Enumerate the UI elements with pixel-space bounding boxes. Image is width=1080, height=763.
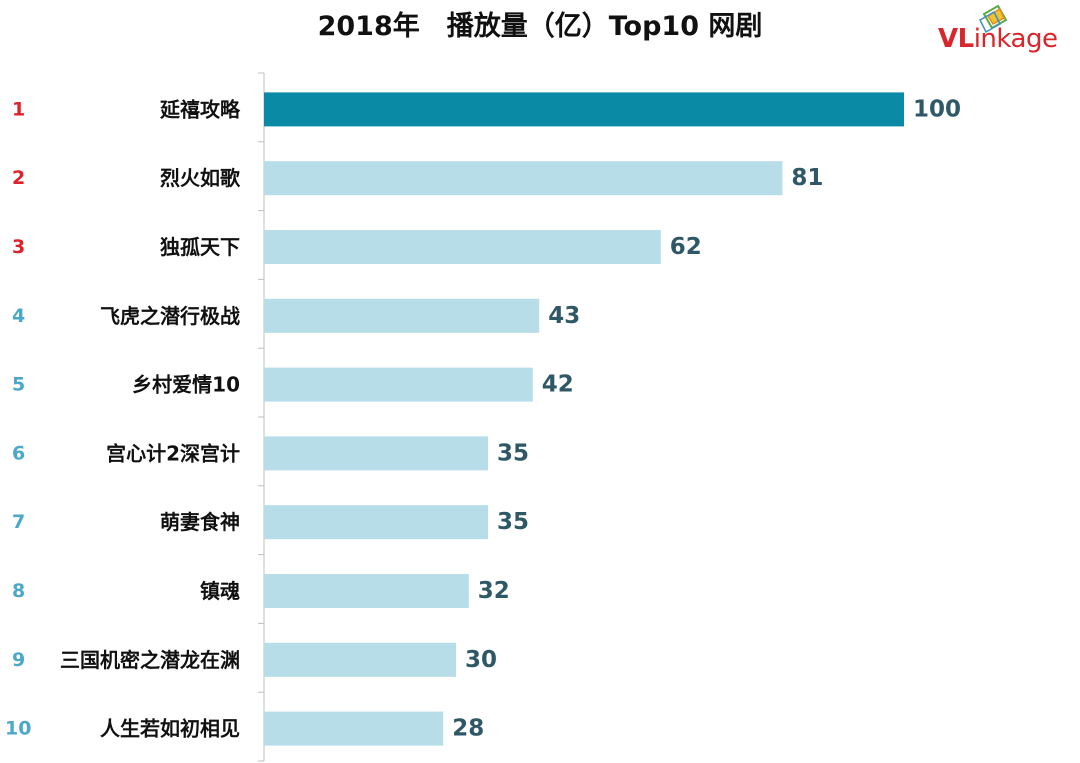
- data-label: 62: [670, 234, 702, 260]
- data-label: 42: [542, 372, 574, 398]
- bar: [264, 230, 661, 264]
- rank-label: 7: [12, 511, 25, 533]
- bar: [264, 298, 540, 333]
- rank-label: 5: [12, 374, 25, 396]
- rank-label: 1: [12, 98, 25, 120]
- chart-title: 2018年 播放量（亿）Top10 网剧: [317, 11, 763, 42]
- logo-text-rest: inkage: [973, 24, 1058, 54]
- data-label: 35: [497, 509, 529, 535]
- category-label: 飞虎之潜行极战: [100, 304, 240, 328]
- category-label: 烈火如歌: [160, 166, 241, 190]
- category-label: 独孤天下: [160, 235, 240, 259]
- rank-label: 9: [12, 649, 25, 671]
- rank-label: 8: [12, 580, 25, 602]
- data-label: 100: [913, 96, 961, 122]
- category-label: 三国机密之潜龙在渊: [60, 648, 240, 672]
- bar: [264, 436, 488, 471]
- bar: [264, 642, 456, 677]
- bar: [264, 367, 533, 402]
- data-label: 30: [465, 647, 497, 673]
- rank-label: 3: [12, 236, 25, 258]
- category-label: 镇魂: [200, 579, 240, 603]
- category-label: 宫心计2深宫计: [106, 441, 240, 465]
- logo-text-vl: VL: [938, 24, 974, 54]
- category-label: 人生若如初相见: [100, 717, 240, 741]
- bar: [264, 505, 488, 540]
- category-label: 乡村爱情10: [132, 373, 240, 397]
- bar: [264, 92, 904, 127]
- data-label: 43: [548, 303, 580, 329]
- rank-label: 10: [5, 718, 31, 740]
- vlinkage-logo: VLinkage: [938, 2, 1078, 60]
- category-label: 萌妻食神: [160, 510, 240, 534]
- data-label: 81: [791, 165, 823, 191]
- rank-label: 2: [12, 167, 25, 189]
- rank-label: 6: [12, 442, 25, 464]
- category-label: 延禧攻略: [159, 97, 241, 121]
- data-label: 28: [452, 716, 484, 742]
- bar: [264, 711, 444, 746]
- data-label: 35: [497, 440, 529, 466]
- logo-text: VLinkage: [938, 24, 1058, 54]
- data-label: 32: [478, 578, 510, 604]
- bar: [264, 574, 469, 608]
- rank-label: 4: [12, 305, 25, 327]
- logo-emblem-icon: [979, 4, 1008, 34]
- bar: [264, 161, 783, 196]
